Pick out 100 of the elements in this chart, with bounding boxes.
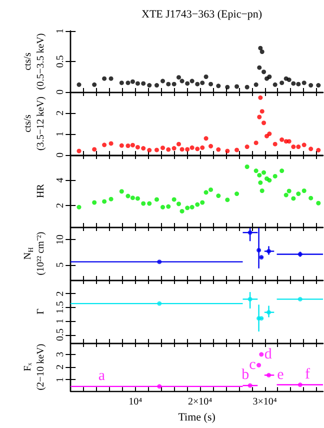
point	[147, 83, 152, 88]
y-tick-label: 2	[55, 364, 66, 370]
point	[195, 82, 200, 86]
y-tick-label: 1	[55, 376, 66, 382]
point	[254, 140, 258, 146]
point	[260, 188, 264, 193]
point	[248, 230, 252, 234]
point	[180, 147, 184, 152]
annotation: f	[304, 366, 310, 382]
point	[302, 142, 306, 148]
point	[76, 82, 82, 87]
point	[160, 146, 166, 150]
point	[266, 248, 272, 254]
y-tick-label: 0.5	[55, 328, 66, 342]
point	[316, 200, 321, 206]
point	[176, 142, 181, 146]
annotation: c	[249, 356, 256, 373]
annotation: b	[242, 366, 250, 383]
point	[272, 174, 278, 178]
point	[234, 191, 240, 196]
y-tick-label: 2	[55, 291, 66, 296]
y-tick-label: 0	[55, 152, 66, 158]
point	[234, 148, 240, 152]
point	[316, 148, 321, 152]
y-axis-title: Γ	[36, 308, 47, 314]
point	[208, 144, 214, 148]
annotation: d	[264, 346, 272, 362]
point	[254, 82, 258, 87]
x-axis-title: Time (s)	[178, 411, 216, 424]
y-tick-label: 3	[55, 352, 66, 357]
point	[257, 114, 262, 120]
y-tick-label: 2	[55, 202, 66, 208]
point	[166, 82, 171, 86]
point	[216, 147, 221, 152]
point	[102, 198, 107, 204]
x-tick-label: 2×10⁴	[188, 396, 213, 408]
point	[119, 143, 124, 148]
point	[141, 81, 146, 86]
point	[195, 146, 200, 152]
point	[185, 147, 190, 152]
point	[280, 137, 284, 142]
point	[316, 83, 321, 88]
point	[280, 168, 284, 173]
point	[147, 200, 152, 206]
chart-title: XTE J1743−363 (Epic−pn)	[142, 8, 262, 20]
point	[157, 259, 162, 264]
point	[204, 74, 208, 79]
point	[204, 190, 208, 194]
point	[204, 136, 208, 141]
point	[130, 195, 135, 200]
point	[257, 65, 262, 70]
point	[272, 142, 278, 146]
point	[76, 148, 82, 154]
point	[130, 79, 135, 84]
point	[264, 134, 270, 138]
point	[160, 78, 166, 84]
point	[296, 144, 301, 150]
point	[180, 208, 184, 214]
x-tick-label: 10⁴	[128, 396, 143, 408]
point	[102, 142, 107, 148]
point	[157, 301, 162, 306]
point	[216, 193, 221, 198]
point	[92, 200, 97, 204]
point	[200, 145, 205, 150]
point	[208, 187, 214, 192]
point	[119, 188, 124, 194]
point	[258, 46, 263, 50]
point	[225, 197, 230, 202]
point	[259, 352, 264, 356]
point	[286, 188, 292, 193]
point	[296, 82, 301, 86]
point	[160, 204, 166, 210]
y-tick-label: 5	[55, 262, 66, 268]
point	[76, 204, 82, 210]
point	[286, 139, 292, 144]
point	[92, 147, 97, 152]
point	[166, 147, 171, 152]
annotation: e	[277, 366, 284, 383]
y-tick-label: 1	[55, 132, 66, 136]
y-tick-label: 1	[55, 28, 66, 34]
point	[302, 80, 306, 86]
point	[208, 82, 214, 86]
point	[154, 83, 159, 88]
point	[244, 84, 250, 90]
point	[190, 145, 194, 150]
point	[256, 362, 262, 368]
point	[244, 164, 250, 169]
point	[267, 178, 272, 182]
point	[166, 204, 171, 208]
point	[135, 144, 140, 150]
point	[200, 80, 205, 86]
y-tick-label: 1.5	[55, 301, 66, 314]
point	[266, 372, 272, 378]
point	[308, 83, 314, 88]
y-axis-title: HR	[36, 183, 47, 198]
point	[130, 142, 135, 148]
point	[257, 172, 262, 178]
point	[92, 82, 97, 87]
y-tick-label: 2	[55, 110, 66, 116]
point	[185, 205, 190, 210]
